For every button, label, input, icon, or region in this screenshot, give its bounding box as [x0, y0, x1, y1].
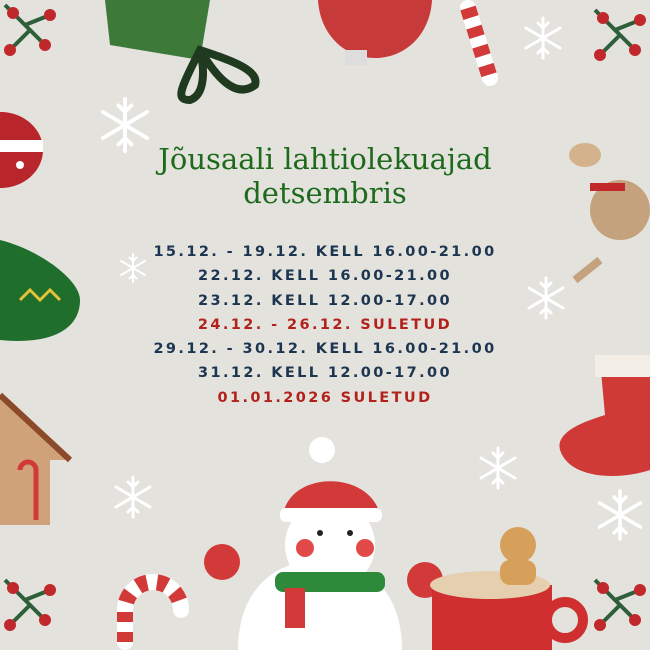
schedule-item: 23.12. KELL 12.00-17.00	[197, 292, 453, 309]
snowflake-icon	[114, 475, 152, 519]
holly-icon	[592, 578, 648, 633]
page-title: Jõusaali lahtiolekuajad detsembris	[0, 142, 650, 210]
gift-icon	[105, 0, 260, 105]
title-line-1: Jõusaali lahtiolekuajad	[158, 142, 492, 176]
snowflake-icon	[524, 16, 562, 60]
snowflake-icon	[479, 446, 517, 490]
ornament-icon	[0, 240, 80, 341]
snowflake-icon	[597, 489, 643, 541]
schedule-item-closed: 01.01.2026 SULETUD	[217, 389, 433, 406]
opening-hours-list: 15.12. - 19.12. KELL 16.00-21.00 22.12. …	[0, 240, 650, 410]
schedule-item: 15.12. - 19.12. KELL 16.00-21.00	[153, 244, 497, 260]
holly-icon	[2, 3, 58, 58]
snowman-icon	[204, 437, 443, 650]
gingerbread-house-icon	[0, 392, 73, 525]
schedule-item: 22.12. KELL 16.00-21.00	[197, 268, 453, 285]
ornament-icon	[318, 0, 432, 65]
candy-cane-icon	[117, 574, 189, 650]
stocking-icon	[559, 355, 650, 476]
holly-icon	[2, 578, 58, 633]
ornament-icon	[0, 112, 43, 188]
schedule-item: 31.12. KELL 12.00-17.00	[197, 365, 453, 382]
title-line-2: detsembris	[243, 176, 407, 210]
candy-cane-icon	[460, 0, 498, 86]
reindeer-icon	[569, 143, 650, 284]
schedule-item: 29.12. - 30.12. KELL 16.00-21.00	[153, 341, 497, 358]
holly-icon	[592, 8, 648, 63]
gingerbread-man-icon	[500, 527, 536, 585]
schedule-item-closed: 24.12. - 26.12. SULETUD	[197, 316, 453, 333]
